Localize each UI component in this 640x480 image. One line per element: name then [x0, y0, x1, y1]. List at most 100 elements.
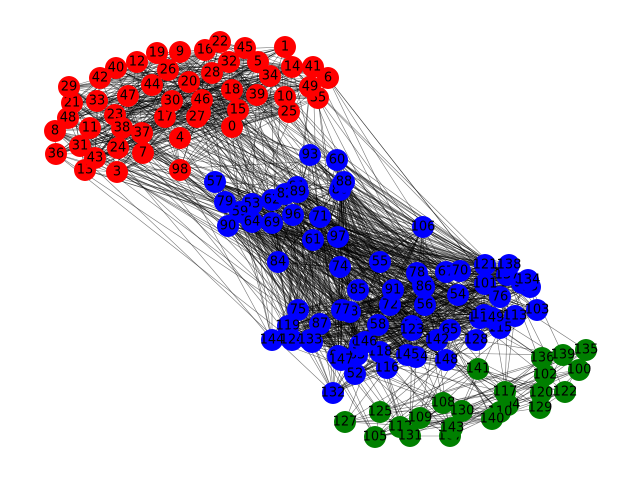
node-circle: [329, 256, 351, 278]
graph-node-30: 30: [161, 90, 183, 112]
node-label: 120: [529, 386, 554, 401]
graph-node-143: 143: [440, 417, 464, 439]
node-label: 116: [375, 361, 400, 376]
node-label: 133: [298, 333, 323, 348]
node-label: 40: [108, 61, 125, 76]
node-circle: [169, 41, 191, 63]
graph-edge: [239, 211, 358, 356]
node-label: 48: [60, 111, 77, 126]
graph-edge: [179, 111, 290, 171]
node-circle: [481, 408, 503, 430]
graph-node-89: 89: [287, 181, 309, 203]
node-label: 20: [181, 75, 198, 90]
graph-edge: [284, 193, 424, 228]
node-circle: [531, 347, 553, 369]
graph-node-58: 58: [367, 314, 389, 336]
node-label: 129: [528, 401, 553, 416]
graph-node-32: 32: [218, 51, 240, 73]
node-label: 70: [452, 264, 469, 279]
node-circle: [369, 251, 391, 273]
node-circle: [169, 127, 191, 149]
graph-edge: [251, 221, 289, 327]
node-layer: 0123456789101112131415161718192021222324…: [44, 31, 598, 448]
node-label: 39: [249, 88, 266, 103]
node-circle: [494, 381, 516, 403]
node-circle: [309, 206, 331, 228]
graph-node-139: 139: [551, 344, 575, 366]
node-circle: [451, 400, 473, 422]
graph-node-130: 130: [450, 400, 475, 422]
node-circle: [481, 307, 503, 329]
node-circle: [534, 364, 556, 386]
graph-node-11: 11: [79, 117, 101, 139]
graph-node-108: 108: [431, 392, 455, 414]
graph-node-28: 28: [201, 62, 223, 84]
graph-edge: [309, 154, 339, 238]
node-circle: [287, 181, 309, 203]
node-circle: [426, 329, 448, 351]
node-circle: [498, 254, 520, 276]
node-label: 12: [129, 55, 146, 70]
graph-node-145: 145: [395, 344, 419, 366]
graph-node-9: 9: [169, 41, 191, 63]
graph-node-26: 26: [157, 59, 179, 81]
node-label: 91: [385, 283, 402, 298]
graph-node-103: 103: [525, 299, 549, 321]
graph-node-140: 140: [480, 408, 504, 430]
graph-node-77: 77: [331, 299, 353, 321]
graph-node-71: 71: [309, 206, 331, 228]
node-circle: [568, 359, 590, 381]
node-circle: [331, 299, 353, 321]
node-label: 132: [321, 386, 346, 401]
node-circle: [554, 381, 576, 403]
node-circle: [399, 425, 421, 447]
graph-edge: [256, 94, 311, 156]
graph-node-101: 101: [473, 273, 497, 295]
node-label: 28: [204, 66, 221, 81]
node-circle: [178, 71, 200, 93]
graph-node-102: 102: [533, 364, 557, 386]
graph-node-87: 87: [309, 313, 331, 335]
graph-node-91: 91: [382, 279, 404, 301]
node-circle: [169, 159, 191, 181]
node-label: 60: [329, 153, 346, 168]
node-circle: [334, 411, 356, 433]
graph-node-24: 24: [107, 137, 129, 159]
node-circle: [287, 299, 309, 321]
node-circle: [441, 417, 463, 439]
node-label: 44: [144, 78, 161, 93]
graph-node-20: 20: [178, 71, 200, 93]
node-label: 0: [228, 120, 236, 135]
node-circle: [141, 74, 163, 96]
node-circle: [401, 319, 423, 341]
graph-edge: [292, 214, 359, 291]
node-circle: [261, 329, 283, 351]
graph-node-52: 52: [344, 363, 366, 385]
graph-node-70: 70: [449, 260, 471, 282]
graph-node-15: 15: [227, 99, 249, 121]
node-circle: [161, 90, 183, 112]
node-circle: [57, 107, 79, 129]
graph-node-144: 144: [260, 329, 284, 351]
node-label: 130: [450, 404, 475, 419]
node-circle: [209, 31, 231, 53]
graph-node-85: 85: [347, 279, 369, 301]
graph-node-147: 147: [329, 349, 353, 371]
graph-node-79: 79: [214, 191, 236, 213]
node-circle: [412, 216, 434, 238]
graph-edge: [484, 264, 538, 311]
graph-edge: [141, 111, 290, 134]
graph-node-29: 29: [58, 76, 80, 98]
graph-node-97: 97: [327, 226, 349, 248]
graph-node-19: 19: [146, 42, 168, 64]
node-circle: [447, 284, 469, 306]
node-label: 87: [312, 317, 329, 332]
node-label: 18: [224, 83, 241, 98]
node-circle: [281, 329, 303, 351]
graph-node-12: 12: [126, 51, 148, 73]
graph-node-4: 4: [169, 127, 191, 149]
graph-node-149: 149: [480, 307, 504, 329]
node-label: 61: [305, 233, 322, 248]
graph-node-47: 47: [117, 85, 139, 107]
node-circle: [146, 42, 168, 64]
